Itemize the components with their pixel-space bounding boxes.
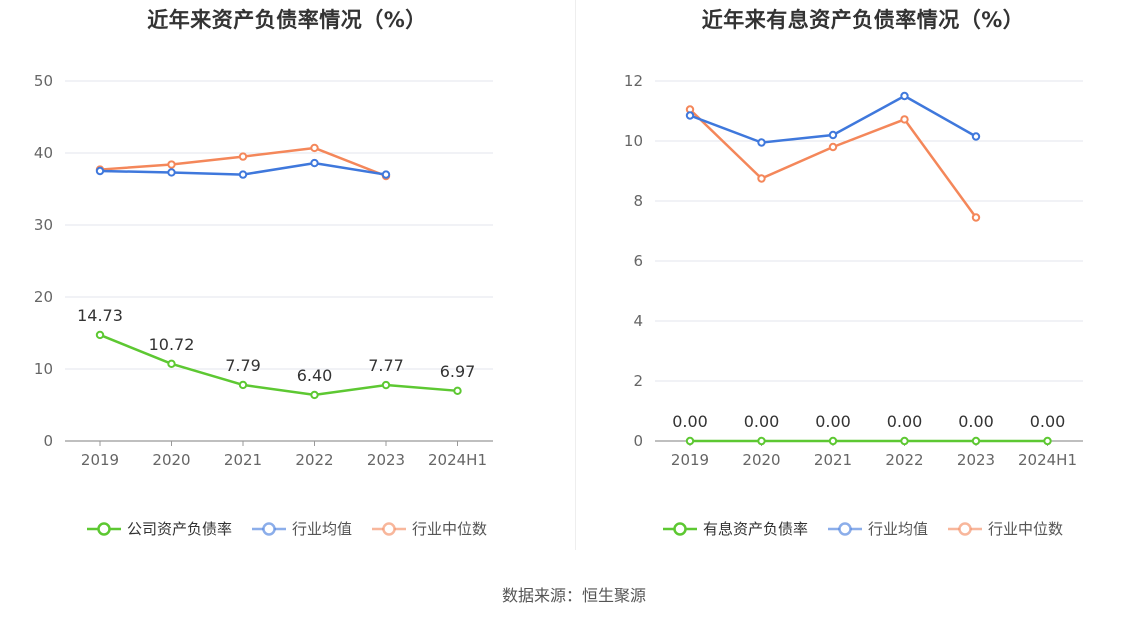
legend-label: 有息资产负债率: [702, 520, 808, 538]
data-point[interactable]: [757, 436, 766, 446]
y-tick-label: 12: [624, 72, 643, 90]
legend-label: 行业中位数: [412, 520, 488, 538]
x-tick-label: 2022: [885, 451, 923, 469]
data-point[interactable]: [971, 436, 981, 446]
data-point[interactable]: [685, 111, 695, 120]
data-label: 14.73: [77, 306, 123, 325]
legend-item[interactable]: 行业中位数: [948, 518, 1063, 539]
data-point[interactable]: [238, 380, 248, 390]
y-tick-label: 4: [633, 312, 643, 330]
data-point[interactable]: [971, 132, 981, 141]
chart-legend-right: 有息资产负债率 行业均值 行业中位数: [576, 518, 1148, 539]
data-point[interactable]: [900, 91, 909, 101]
legend-swatch-icon: [372, 521, 406, 536]
data-point[interactable]: [1043, 436, 1052, 446]
legend-label: 行业中位数: [988, 520, 1064, 538]
chart-plot-left: 0 10 20 30 40 50 2019 2020 2021 2022 2023 2024H1 14.…: [34, 72, 493, 469]
data-point[interactable]: [310, 158, 319, 168]
x-tick-label: 2022: [295, 451, 333, 469]
y-tick-label: 6: [633, 252, 643, 270]
data-point[interactable]: [381, 170, 391, 179]
y-tick-label: 10: [34, 360, 53, 378]
data-point[interactable]: [971, 213, 981, 222]
data-point[interactable]: [900, 115, 909, 124]
data-point[interactable]: [310, 143, 319, 153]
x-tick-label: 2020: [742, 451, 780, 469]
data-label: 7.79: [225, 356, 261, 375]
data-label: 0.00: [815, 412, 851, 431]
chart-plot-right: 0 2 4 6 8 10 12 2019 2020 2021 2022 2023 2024H1 0.00 0…: [624, 72, 1083, 469]
x-tick-label: 2019: [81, 451, 119, 469]
x-tick-label: 2024H1: [1018, 451, 1077, 469]
data-point[interactable]: [167, 168, 176, 177]
legend-swatch-icon: [948, 521, 982, 536]
legend-item[interactable]: 有息资产负债率: [662, 518, 808, 539]
data-label: 0.00: [1030, 412, 1066, 431]
x-tick-label: 2021: [224, 451, 262, 469]
legend-item[interactable]: 行业均值: [827, 518, 928, 539]
data-label: 7.77: [368, 356, 404, 375]
legend-item[interactable]: 行业中位数: [372, 518, 487, 539]
y-tick-label: 10: [624, 132, 643, 150]
y-tick-label: 2: [633, 372, 643, 390]
data-point[interactable]: [95, 330, 105, 340]
data-label: 0.00: [744, 412, 780, 431]
data-point[interactable]: [453, 386, 462, 396]
legend-swatch-icon: [662, 521, 697, 536]
x-tick-label: 2021: [814, 451, 852, 469]
legend-item[interactable]: 行业均值: [251, 518, 352, 539]
legend-swatch-icon: [251, 521, 286, 536]
data-point[interactable]: [167, 359, 176, 369]
data-label: 0.00: [958, 412, 994, 431]
data-point[interactable]: [828, 130, 838, 140]
data-label: 6.97: [440, 362, 476, 381]
data-point[interactable]: [828, 142, 838, 152]
data-label: 10.72: [149, 335, 195, 354]
y-tick-label: 30: [34, 216, 53, 234]
data-point[interactable]: [685, 436, 695, 446]
data-label: 0.00: [887, 412, 923, 431]
x-tick-label: 2020: [152, 451, 190, 469]
legend-swatch-icon: [827, 521, 862, 536]
series-line-0: [99, 333, 458, 397]
y-tick-label: 40: [34, 144, 53, 162]
legend-label: 行业均值: [291, 520, 352, 538]
y-tick-label: 20: [34, 288, 53, 306]
y-tick-label: 0: [633, 432, 643, 450]
data-label: 0.00: [672, 412, 708, 431]
chart-legend-left: 公司资产负债率 行业均值 行业中位数: [0, 518, 574, 539]
legend-item[interactable]: 公司资产负债率: [86, 518, 232, 539]
y-tick-label: 8: [633, 192, 643, 210]
x-tick-label: 2024H1: [428, 451, 487, 469]
legend-label: 行业均值: [867, 520, 928, 538]
data-point[interactable]: [381, 380, 391, 390]
data-point[interactable]: [757, 174, 766, 183]
data-point[interactable]: [167, 160, 176, 169]
data-point[interactable]: [310, 390, 319, 400]
data-point[interactable]: [900, 436, 909, 446]
y-tick-label: 0: [43, 432, 53, 450]
x-tick-label: 2023: [957, 451, 995, 469]
legend-swatch-icon: [86, 521, 121, 536]
y-tick-label: 50: [34, 72, 53, 90]
data-point[interactable]: [828, 436, 838, 446]
data-source-note: 数据来源：恒生聚源: [501, 586, 646, 605]
chart-title: 近年来资产负债率情况（%）: [147, 8, 427, 32]
chart-title: 近年来有息资产负债率情况（%）: [701, 8, 1025, 32]
data-label: 6.40: [297, 366, 333, 385]
chart-panel-left: 近年来资产负债率情况（%） 0 10 20 30 40 50 2019 2020 2021 202…: [0, 0, 574, 560]
x-tick-label: 2023: [367, 451, 405, 469]
data-point[interactable]: [238, 152, 248, 161]
data-point[interactable]: [757, 138, 766, 147]
data-point[interactable]: [95, 166, 105, 176]
chart-panel-right: 近年来有息资产负债率情况（%） 0 2 4 6 8 10 12 2019 2020 2021 202…: [576, 0, 1148, 560]
data-point[interactable]: [238, 170, 248, 179]
x-tick-label: 2019: [671, 451, 709, 469]
panel-divider: [575, 0, 576, 550]
legend-label: 公司资产负债率: [126, 520, 232, 538]
